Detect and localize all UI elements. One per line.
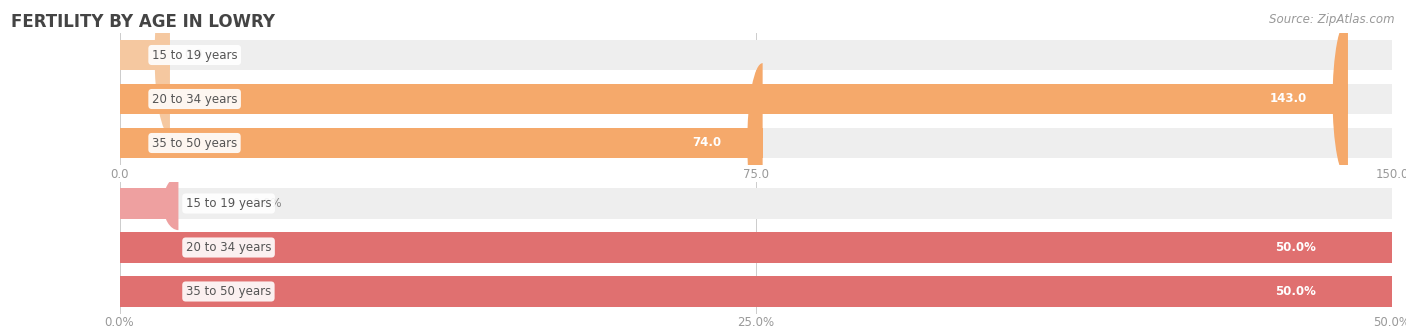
Wedge shape — [1392, 177, 1406, 230]
Text: Source: ZipAtlas.com: Source: ZipAtlas.com — [1270, 13, 1395, 26]
Wedge shape — [104, 221, 120, 274]
Text: 15 to 19 years: 15 to 19 years — [186, 197, 271, 210]
Wedge shape — [1392, 221, 1406, 274]
Bar — [104, 188, 1406, 219]
Text: FERTILITY BY AGE IN LOWRY: FERTILITY BY AGE IN LOWRY — [11, 13, 276, 31]
Wedge shape — [155, 0, 170, 135]
Bar — [104, 232, 1406, 263]
Bar — [104, 128, 1406, 158]
Text: 35 to 50 years: 35 to 50 years — [152, 137, 238, 149]
Text: 35 to 50 years: 35 to 50 years — [186, 285, 271, 298]
Text: 0.0%: 0.0% — [252, 197, 281, 210]
Bar — [104, 276, 1406, 307]
Bar — [104, 83, 1406, 115]
Bar — [104, 232, 1406, 263]
Wedge shape — [104, 19, 120, 179]
Wedge shape — [104, 19, 120, 179]
Wedge shape — [104, 63, 120, 223]
Wedge shape — [104, 0, 120, 135]
Wedge shape — [1392, 0, 1406, 135]
Text: 50.0%: 50.0% — [1275, 241, 1316, 254]
Wedge shape — [104, 0, 120, 135]
Text: 74.0: 74.0 — [693, 137, 721, 149]
Bar — [104, 128, 762, 158]
Text: 20 to 34 years: 20 to 34 years — [152, 92, 238, 106]
Bar — [104, 83, 1348, 115]
Bar — [104, 188, 179, 219]
Bar — [104, 40, 1406, 70]
Text: 143.0: 143.0 — [1270, 92, 1308, 106]
Wedge shape — [1392, 63, 1406, 223]
Wedge shape — [1392, 265, 1406, 318]
Wedge shape — [104, 265, 120, 318]
Wedge shape — [1392, 221, 1406, 274]
Text: 15 to 19 years: 15 to 19 years — [152, 49, 238, 61]
Wedge shape — [1392, 265, 1406, 318]
Text: 50.0%: 50.0% — [1275, 285, 1316, 298]
Wedge shape — [747, 63, 762, 223]
Wedge shape — [1392, 19, 1406, 179]
Wedge shape — [104, 265, 120, 318]
Wedge shape — [1333, 19, 1348, 179]
Text: 0.0: 0.0 — [184, 49, 202, 61]
Wedge shape — [104, 63, 120, 223]
Bar — [104, 276, 1406, 307]
Wedge shape — [104, 177, 120, 230]
Text: 20 to 34 years: 20 to 34 years — [186, 241, 271, 254]
Wedge shape — [104, 221, 120, 274]
Wedge shape — [163, 177, 179, 230]
Wedge shape — [104, 177, 120, 230]
Bar — [104, 40, 170, 70]
